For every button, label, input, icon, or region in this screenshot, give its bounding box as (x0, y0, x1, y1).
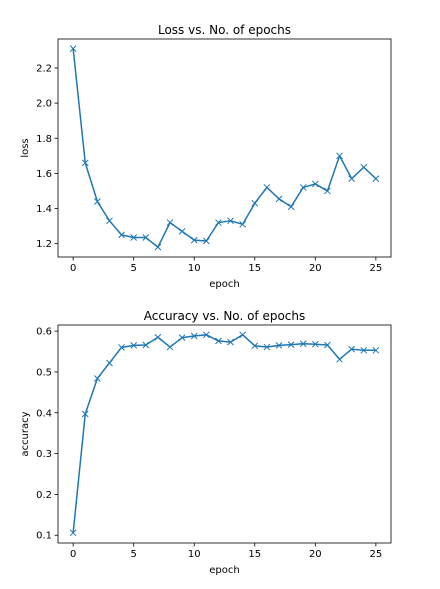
data-point (215, 337, 222, 345)
x-tick-label: 15 (248, 263, 261, 274)
data-point (166, 343, 174, 351)
x-axis-label: epoch (209, 565, 239, 576)
data-point (287, 341, 295, 348)
data-point (190, 332, 198, 340)
chart-title: Accuracy vs. No. of epochs (144, 309, 306, 323)
data-point (166, 219, 174, 226)
data-point (251, 199, 259, 207)
x-tick-label: 0 (70, 549, 76, 560)
data-point (263, 184, 271, 191)
y-tick-label: 0.3 (36, 449, 52, 460)
data-point (190, 236, 198, 244)
accuracy-plot-area: 0 5 10 15 20 25 0.1 0.2 0.3 0.4 0.5 0.6 (36, 327, 382, 560)
accuracy-chart: Accuracy vs. No. of epochs 0 5 10 15 20 25 0.1… (20, 309, 392, 576)
data-point (106, 217, 113, 225)
data-point (69, 45, 77, 53)
data-point (239, 220, 247, 228)
x-tick-label: 20 (309, 263, 322, 274)
data-point (130, 342, 138, 349)
data-point (336, 355, 343, 363)
data-point (251, 342, 259, 350)
data-point (348, 345, 355, 353)
data-point (202, 331, 210, 339)
loss-plot-area: 0 5 10 15 20 25 1.2 1.4 1.6 1.8 2.0 2.2 (36, 45, 382, 274)
y-tick-label: 0.6 (36, 327, 52, 338)
data-point (299, 184, 307, 191)
data-point (154, 333, 162, 341)
data-point (202, 237, 210, 245)
series-line (72, 48, 377, 248)
axes-frame (57, 38, 392, 258)
data-point (360, 163, 368, 171)
data-point (178, 334, 186, 342)
data-point (311, 180, 319, 188)
y-tick-label: 2.2 (36, 63, 52, 74)
data-point (372, 175, 380, 183)
chart-title: Loss vs. No. of epochs (158, 23, 291, 37)
data-point (227, 338, 234, 346)
data-point (336, 152, 343, 160)
data-point (69, 529, 77, 537)
x-tick-label: 25 (369, 549, 382, 560)
y-tick-label: 0.4 (36, 408, 52, 419)
y-tick-label: 0.1 (36, 531, 52, 542)
data-point (215, 219, 222, 226)
x-tick-label: 25 (369, 263, 382, 274)
data-point (299, 340, 307, 348)
y-axis-label: accuracy (20, 411, 31, 456)
x-tick-label: 20 (309, 549, 322, 560)
y-axis-label: loss (20, 138, 31, 157)
x-tick-label: 15 (248, 549, 261, 560)
y-tick-label: 0.5 (36, 367, 52, 378)
y-tick-label: 0.2 (36, 490, 52, 501)
x-tick-label: 10 (188, 549, 201, 560)
loss-chart: Loss vs. No. of epochs 0 5 10 15 20 25 1.2 1.4 1… (20, 23, 392, 290)
axes-frame (57, 324, 392, 544)
data-point (263, 343, 271, 351)
x-tick-label: 5 (130, 549, 136, 560)
x-tick-label: 5 (130, 263, 136, 274)
data-point (324, 187, 331, 195)
data-point (227, 217, 234, 225)
data-point (275, 195, 283, 203)
data-point (154, 243, 162, 251)
data-point (239, 331, 247, 339)
data-point (142, 234, 150, 241)
y-tick-label: 1.6 (36, 169, 52, 180)
data-point (372, 346, 380, 354)
data-point (118, 231, 125, 239)
data-point (311, 340, 319, 348)
data-point (142, 341, 150, 349)
y-tick-label: 2.0 (36, 99, 52, 110)
x-tick-label: 0 (70, 263, 76, 274)
y-tick-label: 1.4 (36, 204, 52, 215)
data-point (118, 344, 125, 351)
data-point (94, 198, 101, 205)
y-tick-label: 1.2 (36, 239, 52, 250)
data-point (94, 375, 101, 382)
data-point (360, 346, 368, 354)
data-point (178, 227, 186, 235)
data-point (106, 359, 113, 367)
data-point (324, 341, 331, 349)
x-axis-label: epoch (209, 279, 239, 290)
series-line (72, 334, 376, 533)
data-point (275, 342, 283, 349)
data-point (81, 159, 89, 167)
data-point (81, 410, 89, 418)
y-tick-label: 1.8 (36, 134, 52, 145)
data-point (348, 175, 355, 183)
x-tick-label: 10 (188, 263, 201, 274)
data-point (130, 234, 138, 241)
data-point (287, 203, 295, 211)
